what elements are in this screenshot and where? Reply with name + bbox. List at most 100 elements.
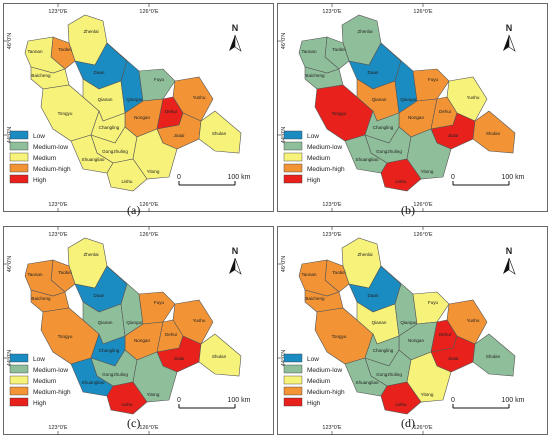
county-yitong [406,351,452,403]
county-label-lishu: Lishu [122,179,133,184]
scale-zero: 0 [451,174,455,181]
legend-label: High [33,177,47,184]
scale-zero: 0 [451,397,455,404]
legend-swatch [283,375,303,385]
scale-value: 100 km [502,397,525,404]
county-label-qianan: Qianan [372,97,387,102]
county-label-lishu: Lishu [396,402,407,407]
county-label-yushu: Yushu [193,95,206,100]
county-label-qianguo: Qianguo [126,97,144,102]
county-label-yushu: Yushu [467,318,480,323]
lon-label-bottom: 126°0'E [139,202,158,208]
county-label-yitong: Yitong [147,169,160,174]
county-label-gongzhuling: Gongzhuling [102,372,128,377]
county-label-fuyu: Fuyu [154,300,165,305]
county-yitong [406,128,452,180]
lat-label: 46°0'N [281,33,287,49]
scale-value: 100 km [228,397,251,404]
panel-caption: (b) [401,203,415,217]
panel-caption: (d) [401,416,415,430]
county-label-qianguo: Qianguo [126,320,144,325]
county-label-zhenlai: Zhenlai [83,252,98,257]
legend-swatch [9,375,29,385]
legend-swatch [283,163,303,173]
county-label-lishu: Lishu [396,179,407,184]
county-label-tongyu: Tongyu [332,334,347,339]
county-label-daan: Daan [368,293,379,298]
north-label: N [232,246,239,256]
county-label-zhenlai: Zhenlai [83,29,98,34]
county-label-fuyu: Fuyu [428,77,439,82]
county-shulan [472,110,516,154]
lon-label-bottom: 126°0'E [413,202,432,208]
county-label-jiutai: Jiutai [448,133,459,138]
legend-label: Low [33,133,45,140]
lat-label: 46°0'N [281,256,287,272]
scale-value: 100 km [502,174,525,181]
north-arrow-icon: N [503,246,516,275]
legend-swatch [283,364,303,374]
county-label-gongzhuling: Gongzhuling [376,149,402,154]
county-fuyu [138,291,176,325]
lon-label: 123°0'E [322,232,341,238]
north-arrow-icon: N [229,246,242,275]
legend-label: Medium-low [33,367,68,374]
county-label-baicheng: Baicheng [31,73,51,78]
legend-label: Low [33,356,45,363]
county-label-changling: Changling [99,125,120,130]
county-label-dehui: Dehui [165,109,177,114]
legend-swatch [9,152,29,162]
county-label-shuangliao: Shuangliao [356,380,379,385]
north-label: N [232,23,239,33]
county-label-gongzhuling: Gongzhuling [376,372,402,377]
county-label-taonan: Taonan [301,272,317,277]
legend-swatch [9,163,29,173]
scale-zero: 0 [177,174,181,181]
county-label-changling: Changling [99,348,120,353]
county-label-zhenlai: Zhenlai [357,29,372,34]
county-label-nongan: Nongan [134,115,151,120]
scale-bar: 0 100 km [451,174,525,186]
legend-label: Low [307,133,319,140]
county-label-taobei: Taobei [332,47,346,52]
lat-label: 46°0'N [7,33,13,49]
county-label-dehui: Dehui [165,332,177,337]
county-label-tongyu: Tongyu [332,111,347,116]
legend-swatch [9,174,29,184]
county-label-dehui: Dehui [439,109,451,114]
county-lishu [106,158,148,192]
county-shulan [198,333,242,377]
county-label-shuangliao: Shuangliao [82,380,105,385]
lon-label-bottom: 123°0'E [322,425,341,431]
county-label-yitong: Yitong [421,392,434,397]
county-label-shulan: Shulan [212,131,227,136]
map-svg: 123°0'E123°0'E126°0'E126°0'E46°0'N44°0'N… [3,3,274,212]
county-label-tongyu: Tongyu [58,111,73,116]
north-arrow-icon: N [229,23,242,52]
county-lishu [106,381,148,415]
north-arrow-icon: N [503,23,516,52]
legend-swatch [9,141,29,151]
county-fuyu [412,68,450,102]
legend-swatch [9,386,29,396]
county-label-nongan: Nongan [408,338,425,343]
legend-label: Medium [33,378,56,385]
map-svg: 123°0'E123°0'E126°0'E126°0'E46°0'N44°0'N… [277,226,548,435]
county-label-tongyu: Tongyu [58,334,73,339]
county-label-shulan: Shulan [486,131,501,136]
legend-swatch [283,174,303,184]
county-label-jiutai: Jiutai [174,356,185,361]
legend-label: Medium [307,378,330,385]
lon-label-bottom: 126°0'E [139,425,158,431]
north-label: N [506,23,513,33]
legend-label: High [33,400,47,407]
county-shulan [472,333,516,377]
lon-label-bottom: 123°0'E [48,202,67,208]
legend-swatch [9,397,29,407]
county-label-taonan: Taonan [27,49,43,54]
map-panel-3: 123°0'E123°0'E126°0'E126°0'E46°0'N44°0'N… [3,226,274,435]
legend: Low Medium-low Medium Medium-high High [9,130,71,184]
county-label-yushu: Yushu [193,318,206,323]
county-label-dehui: Dehui [439,332,451,337]
county-label-nongan: Nongan [408,115,425,120]
